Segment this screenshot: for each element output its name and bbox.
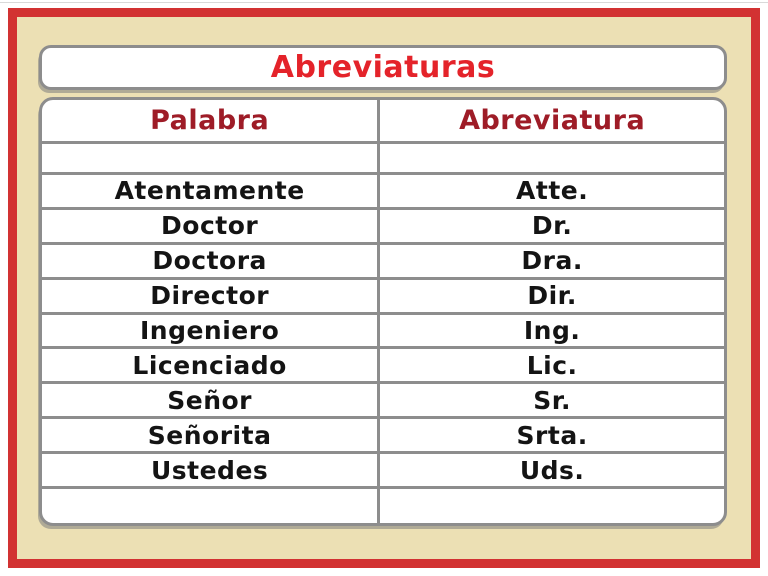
word-cell: Señor xyxy=(42,384,381,417)
abbreviation-cell: Sr. xyxy=(380,384,724,416)
word-text: Señorita xyxy=(147,420,272,450)
abbreviation-cell: Dir. xyxy=(380,280,724,312)
word-cell: Director xyxy=(42,279,381,312)
word-cell: Doctor xyxy=(42,209,381,242)
abbreviation-cell: Lic. xyxy=(380,349,724,381)
word-cell: Doctora xyxy=(42,244,381,277)
word-cell: Señorita xyxy=(42,419,381,452)
table-row: Señor Sr. xyxy=(42,381,724,417)
abbreviation-text: Lic. xyxy=(526,350,578,380)
word-text: Señor xyxy=(167,385,253,415)
empty-cell xyxy=(42,489,381,523)
abbreviation-text: Dir. xyxy=(527,281,577,311)
table-row: Doctora Dra. xyxy=(42,241,724,277)
word-cell: Ustedes xyxy=(42,454,381,487)
abbreviation-cell: Uds. xyxy=(380,454,724,486)
title-box: Abreviaturas xyxy=(39,45,727,90)
word-cell: Licenciado xyxy=(42,349,381,382)
column-header-abreviatura: Abreviatura xyxy=(459,105,646,136)
empty-row-top xyxy=(42,141,724,172)
empty-cell xyxy=(380,489,724,523)
abbreviation-cell: Ing. xyxy=(380,315,724,347)
abbreviation-cell: Atte. xyxy=(380,175,724,207)
word-text: Ustedes xyxy=(150,455,269,485)
empty-cell xyxy=(42,144,381,172)
top-hairline xyxy=(0,2,768,3)
page-title: Abreviaturas xyxy=(270,50,496,85)
abbreviations-table: Palabra Abreviatura Atentamente Atte. xyxy=(39,97,727,526)
column-header-palabra-cell: Palabra xyxy=(42,100,381,141)
word-text: Doctor xyxy=(161,211,259,241)
empty-cell xyxy=(380,144,724,172)
word-cell: Ingeniero xyxy=(42,314,381,347)
word-text: Doctora xyxy=(152,246,267,276)
table-header-row: Palabra Abreviatura xyxy=(42,100,724,141)
table-row: Ingeniero Ing. xyxy=(42,311,724,347)
table-row: Doctor Dr. xyxy=(42,206,724,242)
table-row: Licenciado Lic. xyxy=(42,346,724,382)
abbreviation-cell: Dr. xyxy=(380,210,724,242)
abbreviation-text: Uds. xyxy=(519,455,585,485)
abbreviation-text: Atte. xyxy=(516,176,589,206)
table-row: Señorita Srta. xyxy=(42,416,724,452)
abbreviation-cell: Dra. xyxy=(380,245,724,277)
poster-frame: Abreviaturas Palabra Abreviatura Atentam… xyxy=(8,8,760,568)
word-text: Ingeniero xyxy=(139,316,280,345)
abbreviation-cell: Srta. xyxy=(380,419,724,451)
word-cell: Atentamente xyxy=(42,175,381,207)
table-row: Ustedes Uds. xyxy=(42,451,724,487)
column-header-palabra: Palabra xyxy=(150,105,270,136)
column-header-abreviatura-cell: Abreviatura xyxy=(380,100,724,141)
table-row: Director Dir. xyxy=(42,276,724,312)
abbreviation-text: Dra. xyxy=(521,246,583,276)
table-row: Atentamente Atte. xyxy=(42,172,724,207)
word-text: Atentamente xyxy=(114,176,305,206)
abbreviation-text: Dr. xyxy=(531,211,573,241)
empty-row-bottom xyxy=(42,486,724,523)
abbreviation-text: Ing. xyxy=(523,316,581,345)
abbreviation-text: Sr. xyxy=(533,385,572,415)
abbreviation-text: Srta. xyxy=(516,420,588,450)
word-text: Director xyxy=(150,281,270,311)
word-text: Licenciado xyxy=(132,350,287,380)
